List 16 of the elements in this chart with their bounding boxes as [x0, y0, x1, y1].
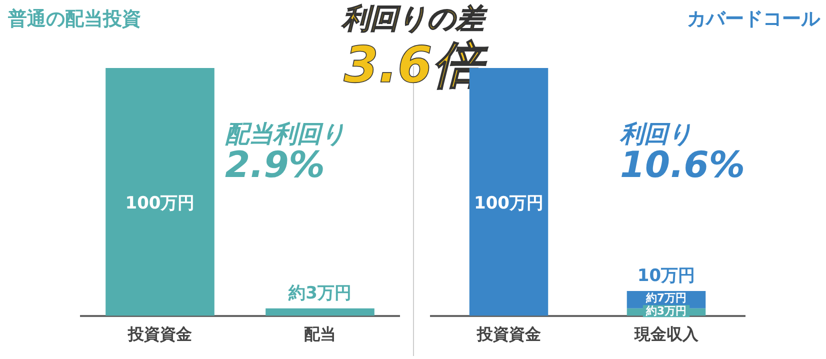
- chart-title: カバードコール: [687, 7, 820, 32]
- data-label: 約7万円: [644, 292, 687, 305]
- x-tick-label: 現金収入: [633, 324, 700, 344]
- x-tick-label: 投資資金: [476, 324, 541, 344]
- x-tick-label: 配当: [304, 324, 336, 344]
- x-tick-label: 投資資金: [127, 324, 192, 344]
- annotation: 10.6%: [620, 145, 745, 186]
- annotation: 2.9%: [225, 145, 325, 186]
- annotation: 配当利回り: [225, 120, 346, 148]
- data-label: 約3万円: [288, 283, 352, 304]
- data-label: 約3万円: [644, 304, 687, 318]
- annotation: 利回り: [620, 120, 694, 148]
- data-label: 100万円: [474, 194, 544, 214]
- data-label: 100万円: [125, 194, 195, 214]
- total-label: 10万円: [637, 266, 696, 286]
- chart-title: 普通の配当投資: [8, 7, 141, 32]
